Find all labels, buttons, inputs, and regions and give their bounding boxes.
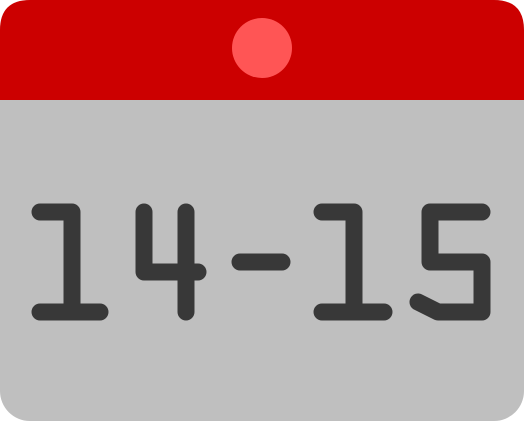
calendar-ring-dot [232, 18, 292, 78]
date-range-display [31, 203, 491, 321]
digit-1-second [313, 203, 393, 321]
date-range-text: 14-15 [36, 162, 488, 336]
digit-5 [409, 203, 491, 321]
digit-4 [135, 203, 207, 321]
digit-1-first [31, 203, 109, 321]
